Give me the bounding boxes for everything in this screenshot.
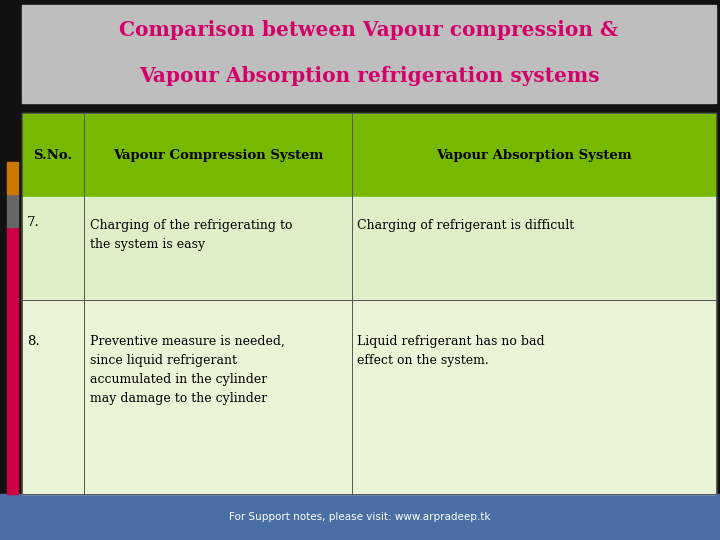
Bar: [22, 197, 716, 300]
Text: 8.: 8.: [27, 335, 40, 348]
Bar: [22, 113, 716, 197]
Bar: [0, 494, 720, 540]
Text: Vapour Absorption refrigeration systems: Vapour Absorption refrigeration systems: [139, 65, 599, 86]
Text: 7.: 7.: [27, 216, 40, 229]
Bar: [7, 162, 18, 194]
Text: Comparison between Vapour compression &: Comparison between Vapour compression &: [120, 19, 618, 40]
Text: Liquid refrigerant has no bad
effect on the system.: Liquid refrigerant has no bad effect on …: [357, 335, 545, 367]
Bar: [7, 227, 18, 494]
Text: Charging of the refrigerating to
the system is easy: Charging of the refrigerating to the sys…: [90, 219, 292, 251]
Text: S.No.: S.No.: [33, 149, 73, 162]
Text: Vapour Compression System: Vapour Compression System: [113, 149, 323, 162]
Bar: [22, 300, 716, 494]
Bar: [7, 194, 18, 227]
Bar: [7, 59, 18, 92]
Bar: [22, 103, 716, 113]
Text: Vapour Absorption System: Vapour Absorption System: [436, 149, 632, 162]
Text: Charging of refrigerant is difficult: Charging of refrigerant is difficult: [357, 219, 575, 232]
Text: Preventive measure is needed,
since liquid refrigerant
accumulated in the cylind: Preventive measure is needed, since liqu…: [90, 335, 285, 405]
Bar: [22, 5, 716, 103]
Text: For Support notes, please visit: www.arpradeep.tk: For Support notes, please visit: www.arp…: [229, 512, 491, 522]
